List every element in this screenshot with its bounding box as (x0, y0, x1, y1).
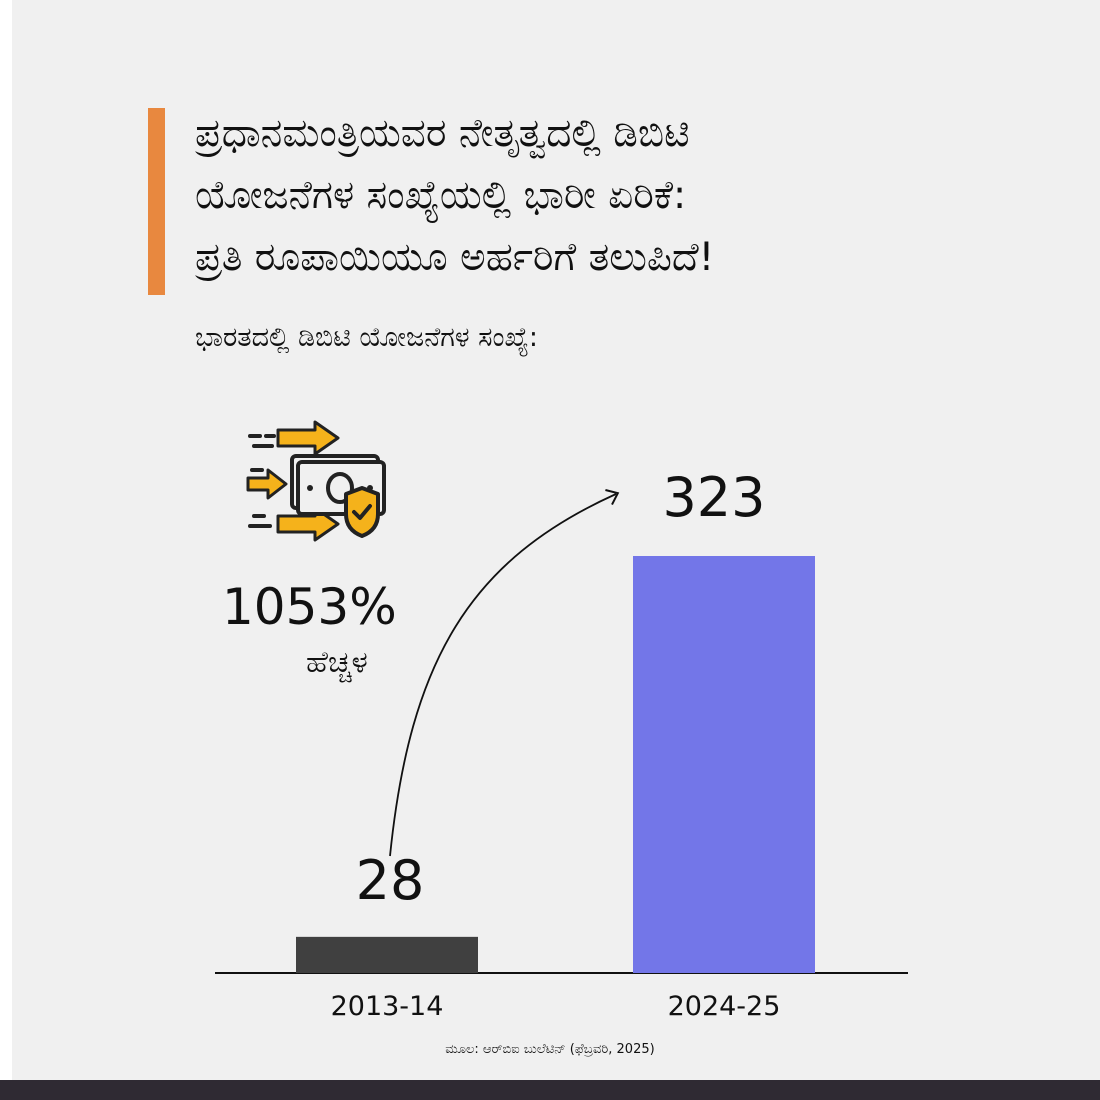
headline-accent-bar (148, 108, 165, 295)
headline-line-3: ಪ್ರತಿ ರೂಪಾಯಿಯೂ ಅರ್ಹರಿಗೆ ತಲುಪಿದೆ! (195, 235, 715, 280)
growth-label: ಹೆಚ್ಚಳ (306, 645, 368, 680)
footer-bar (0, 1080, 1100, 1100)
chart-subtitle: ಭಾರತದಲ್ಲಿ ಡಿಬಿಟಿ ಯೋಜನೆಗಳ ಸಂಖ್ಯೆ: (195, 322, 538, 353)
headline: ಪ್ರಧಾನಮಂತ್ರಿಯವರ ನೇತೃತ್ವದಲ್ಲಿ ಡಿಬಿಟಿ ಯೋಜನ… (195, 103, 1075, 289)
source-note: ಮೂಲ: ಆರ್‌ಬಿಐ ಬುಲೆಟಿನ್ (ಫೆಬ್ರವರಿ, 2025) (445, 1042, 655, 1057)
infographic-card (12, 0, 1100, 1080)
headline-line-1: ಪ್ರಧಾನಮಂತ್ರಿಯವರ ನೇತೃತ್ವದಲ್ಲಿ ಡಿಬಿಟಿ (195, 111, 690, 156)
value-label-2013-14: 28 (356, 849, 425, 912)
value-label-2024-25: 323 (662, 466, 765, 529)
money-transfer-icon (240, 418, 390, 558)
category-label-2024-25: 2024-25 (668, 991, 781, 1022)
bar-2013-14 (296, 936, 478, 973)
category-label-2013-14: 2013-14 (331, 991, 444, 1022)
bar-2024-25 (633, 556, 815, 973)
headline-line-2: ಯೋಜನೆಗಳ ಸಂಖ್ಯೆಯಲ್ಲಿ ಭಾರೀ ಏರಿಕೆ: (195, 173, 687, 218)
growth-arrow (389, 489, 620, 857)
growth-percent: 1053% (222, 578, 397, 636)
